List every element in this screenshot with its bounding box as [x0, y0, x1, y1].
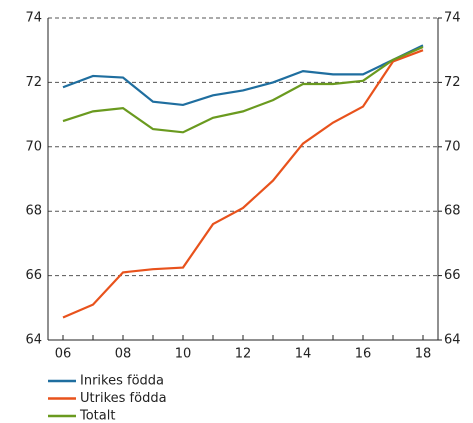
y-tick-label: 70 — [25, 139, 42, 154]
legend-label: Utrikes födda — [80, 391, 167, 406]
legend-label: Totalt — [79, 409, 115, 423]
y-tick-label: 68 — [25, 204, 42, 219]
y2-tick-label: 70 — [444, 139, 461, 154]
legend-label: Inrikes födda — [80, 374, 164, 389]
x-tick-label: 08 — [115, 347, 132, 362]
x-tick-label: 10 — [175, 347, 192, 362]
y-tick-label: 72 — [25, 75, 42, 90]
x-tick-label: 12 — [235, 347, 252, 362]
y-tick-label: 74 — [25, 11, 42, 26]
y2-tick-label: 66 — [444, 268, 461, 283]
y-tick-label: 64 — [25, 333, 42, 348]
series-line — [62, 49, 424, 319]
y2-tick-label: 74 — [444, 11, 461, 26]
series-line — [62, 44, 424, 107]
x-tick-label: 14 — [295, 347, 312, 362]
y2-tick-label: 72 — [444, 75, 461, 90]
y2-tick-label: 68 — [444, 204, 461, 219]
x-tick-label: 18 — [415, 347, 432, 362]
x-tick-label: 16 — [355, 347, 372, 362]
y2-tick-label: 64 — [444, 333, 461, 348]
x-tick-label: 06 — [55, 347, 72, 362]
series-line — [62, 45, 424, 134]
y-tick-label: 66 — [25, 268, 42, 283]
